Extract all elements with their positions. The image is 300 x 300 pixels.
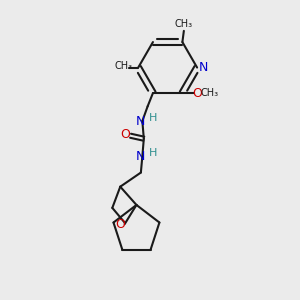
Text: O: O	[193, 87, 202, 100]
Text: CH₃: CH₃	[175, 20, 193, 29]
Text: N: N	[136, 115, 146, 128]
Text: O: O	[115, 218, 125, 231]
Text: H: H	[148, 113, 157, 123]
Text: N: N	[199, 61, 208, 74]
Text: H: H	[148, 148, 157, 158]
Text: CH₃: CH₃	[114, 61, 133, 71]
Text: N: N	[136, 150, 146, 163]
Text: O: O	[121, 128, 130, 141]
Text: CH₃: CH₃	[201, 88, 219, 98]
